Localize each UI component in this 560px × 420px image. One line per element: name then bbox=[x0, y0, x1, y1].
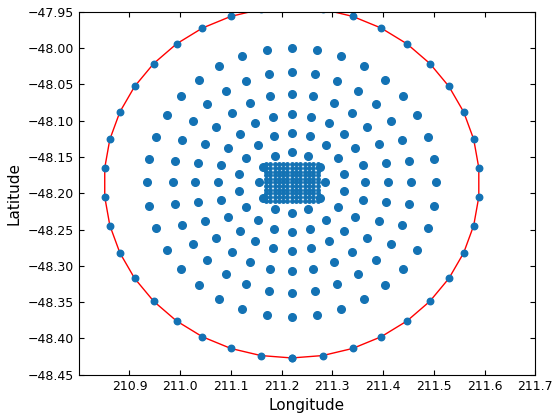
Y-axis label: Latitude: Latitude bbox=[7, 162, 22, 225]
X-axis label: Longitude: Longitude bbox=[269, 398, 345, 413]
